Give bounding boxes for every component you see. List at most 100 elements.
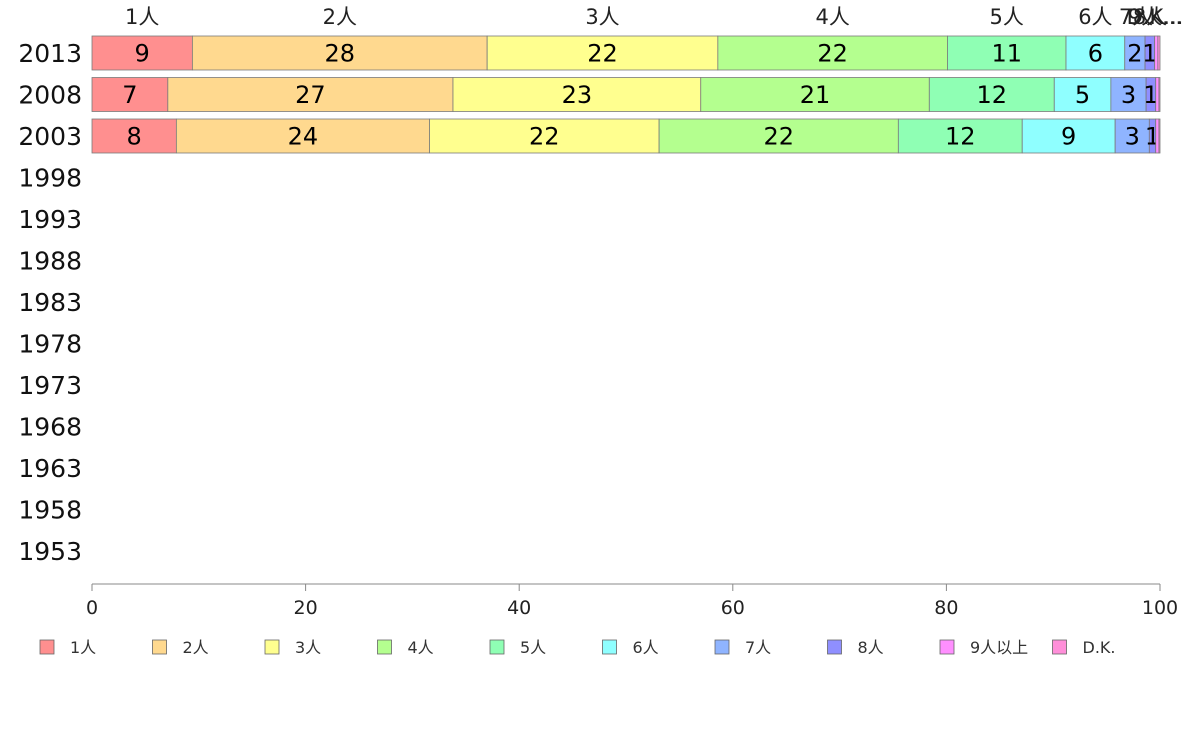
legend-swatch-9 (939, 639, 955, 655)
bar-segment-2003-4 (658, 118, 899, 154)
bar-segment-2013-10 (1157, 35, 1161, 71)
legend-swatch-10 (1052, 639, 1067, 655)
data-label-2008-7: 3 (1121, 81, 1136, 109)
bar-segment-2003-6 (1021, 118, 1116, 154)
header-label-7: 7人 (1119, 5, 1153, 29)
header-label-6: 6人 (1078, 5, 1112, 29)
x-axis: 0 20 40 60 80 100 (86, 583, 1178, 619)
bar-segment-2008-3 (452, 77, 702, 112)
data-label-2003-3: 22 (529, 123, 560, 151)
bar-segment-2013-2 (191, 35, 488, 71)
year-label-1963: 1963 (18, 454, 82, 483)
year-label-2013: 2013 (18, 39, 82, 68)
data-label-2003-4: 22 (763, 123, 794, 151)
year-label-1953: 1953 (18, 537, 82, 566)
header-label-8: 8人 (1133, 5, 1167, 29)
year-label-1988: 1988 (18, 247, 82, 276)
year-label-1978: 1978 (18, 330, 82, 359)
header-label-3: 3人 (585, 5, 619, 29)
data-label-2008-6: 5 (1075, 81, 1090, 109)
legend-label-6: 6人 (633, 638, 659, 657)
data-label-2003-2: 24 (288, 123, 319, 151)
data-label-2008-1: 7 (122, 81, 137, 109)
year-label-1968: 1968 (18, 413, 82, 442)
bar-segment-2003-3 (429, 118, 660, 154)
header-label-9: 9人... (1128, 5, 1182, 29)
bar-segment-2013-6 (1065, 35, 1126, 71)
legend-label-7: 7人 (745, 638, 771, 657)
data-label-2003-7: 3 (1125, 123, 1140, 151)
header-label-10: D.K... (1127, 5, 1184, 29)
legend-swatch-3 (264, 639, 280, 655)
bar-segment-2003-5 (897, 118, 1023, 154)
year-label-1973: 1973 (18, 371, 82, 400)
bar-segment-2003-1 (91, 118, 177, 154)
year-label-1993: 1993 (18, 205, 82, 234)
legend-swatch-5 (489, 639, 505, 655)
year-label-1983: 1983 (18, 288, 82, 317)
legend-label-1: 1人 (70, 638, 96, 657)
legend-label-3: 3人 (295, 638, 321, 657)
bar-segment-2008-6 (1053, 77, 1112, 112)
legend-swatch-8 (827, 639, 842, 655)
x-tick-label-100: 100 (1142, 597, 1178, 619)
data-label-2008-5: 12 (977, 81, 1008, 109)
bar-segment-2008-4 (700, 77, 930, 112)
data-label-2013-3: 22 (587, 40, 618, 68)
x-tick-label-60: 60 (721, 597, 745, 619)
data-label-2013-8: 1 (1142, 40, 1157, 68)
data-label-2013-6: 6 (1088, 40, 1103, 68)
legend-swatch-6 (602, 639, 617, 655)
x-tick-label-0: 0 (86, 597, 98, 619)
category-header-labels: 1人 2人 3人 4人 5人 6人 7人8人9人...D.K... (125, 5, 1183, 29)
legend-swatch-7 (714, 639, 730, 655)
legend-label-2: 2人 (183, 638, 209, 657)
bar-segment-2013-9 (1154, 35, 1159, 71)
bar-segment-2003-2 (175, 118, 430, 154)
header-label-1: 1人 (125, 5, 159, 29)
bar-segment-2008-2 (167, 77, 454, 112)
x-tick-label-40: 40 (507, 597, 531, 619)
data-label-2013-2: 28 (325, 40, 356, 68)
data-label-2003-6: 9 (1061, 123, 1076, 151)
legend-label-5: 5人 (520, 638, 546, 657)
data-label-2008-8: 1 (1143, 81, 1158, 109)
bar-segment-2013-3 (486, 35, 719, 71)
bar-segments: 9 28 22 22 11 6 2 17 27 23 21 12 5 3 18 24 22 22 12 9 3 1 (91, 35, 1161, 154)
bar-segment-2008-10 (1158, 77, 1161, 112)
header-label-4: 4人 (815, 5, 849, 29)
legend-label-4: 4人 (408, 638, 434, 657)
year-label-2008: 2008 (18, 81, 82, 110)
legend: 1人 2人 3人 4人 5人 6人 7人 8人 9人以上 D.K. (39, 638, 1116, 657)
year-axis-labels: 2013 2008 2003 1998 1993 1988 1983 1978 1973 1968… (18, 39, 82, 566)
bar-segment-2013-5 (947, 35, 1067, 71)
legend-swatch-2 (152, 639, 167, 655)
x-tick-label-80: 80 (934, 597, 958, 619)
legend-label-8: 8人 (858, 638, 884, 657)
data-label-2008-2: 27 (295, 81, 326, 109)
data-label-2003-5: 12 (945, 123, 976, 151)
x-tick-label-20: 20 (294, 597, 318, 619)
bar-segment-2008-9 (1155, 77, 1160, 112)
year-label-1998: 1998 (18, 164, 82, 193)
data-label-2008-3: 23 (562, 81, 593, 109)
bar-segment-2008-5 (928, 77, 1055, 112)
data-label-2013-1: 9 (135, 40, 150, 68)
bar-segment-2003-9 (1155, 118, 1160, 154)
data-label-2008-4: 21 (800, 81, 831, 109)
bar-segment-2013-4 (717, 35, 948, 71)
data-label-2013-4: 22 (817, 40, 848, 68)
data-label-2013-5: 11 (991, 40, 1022, 68)
bar-segment-2008-7 (1110, 77, 1147, 112)
data-label-2003-1: 8 (127, 123, 142, 151)
header-label-5: 5人 (990, 5, 1024, 29)
legend-label-10: D.K. (1083, 638, 1116, 657)
year-label-2003: 2003 (18, 122, 82, 151)
legend-swatch-4 (377, 639, 392, 655)
legend-swatch-1 (39, 639, 55, 655)
data-label-2013-7: 2 (1127, 40, 1142, 68)
legend-label-9: 9人以上 (970, 638, 1028, 657)
year-label-1958: 1958 (18, 496, 82, 525)
bar-segment-2003-10 (1158, 118, 1161, 154)
